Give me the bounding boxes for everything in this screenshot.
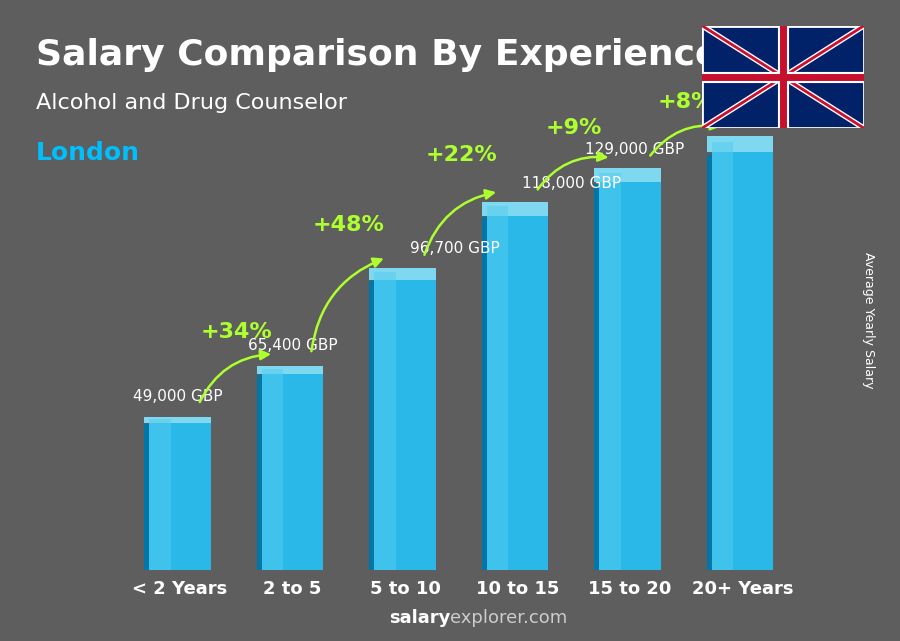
FancyBboxPatch shape	[256, 366, 323, 374]
Text: explorer.com: explorer.com	[450, 609, 567, 627]
Text: +34%: +34%	[201, 322, 272, 342]
FancyBboxPatch shape	[599, 172, 661, 570]
FancyBboxPatch shape	[594, 185, 599, 570]
FancyBboxPatch shape	[262, 369, 323, 570]
FancyBboxPatch shape	[706, 137, 773, 153]
FancyBboxPatch shape	[144, 417, 211, 423]
FancyBboxPatch shape	[369, 269, 436, 279]
Text: 139,000 GBP: 139,000 GBP	[747, 111, 846, 126]
Text: +22%: +22%	[426, 144, 497, 165]
Text: salary: salary	[389, 609, 450, 627]
FancyBboxPatch shape	[712, 142, 773, 570]
Text: 118,000 GBP: 118,000 GBP	[522, 176, 621, 190]
FancyBboxPatch shape	[487, 206, 548, 570]
Text: 65,400 GBP: 65,400 GBP	[248, 338, 338, 353]
Text: +8%: +8%	[658, 92, 715, 112]
FancyBboxPatch shape	[706, 154, 712, 570]
Text: 129,000 GBP: 129,000 GBP	[585, 142, 684, 157]
Text: 96,700 GBP: 96,700 GBP	[410, 242, 500, 256]
FancyBboxPatch shape	[482, 217, 487, 570]
FancyBboxPatch shape	[482, 202, 548, 215]
FancyBboxPatch shape	[149, 419, 171, 570]
Text: Alcohol and Drug Counselor: Alcohol and Drug Counselor	[36, 93, 347, 113]
Text: 49,000 GBP: 49,000 GBP	[133, 388, 222, 404]
Text: +9%: +9%	[545, 118, 602, 138]
FancyBboxPatch shape	[712, 142, 733, 570]
FancyBboxPatch shape	[487, 206, 508, 570]
Text: Salary Comparison By Experience: Salary Comparison By Experience	[36, 38, 719, 72]
FancyBboxPatch shape	[144, 424, 149, 570]
FancyBboxPatch shape	[374, 272, 396, 570]
FancyBboxPatch shape	[369, 281, 374, 570]
FancyBboxPatch shape	[594, 167, 661, 183]
Text: Average Yearly Salary: Average Yearly Salary	[862, 253, 875, 388]
Text: +48%: +48%	[313, 215, 384, 235]
FancyBboxPatch shape	[374, 272, 436, 570]
FancyBboxPatch shape	[599, 172, 621, 570]
Text: London: London	[36, 141, 140, 165]
FancyBboxPatch shape	[262, 369, 284, 570]
FancyBboxPatch shape	[149, 419, 211, 570]
FancyBboxPatch shape	[256, 375, 262, 570]
